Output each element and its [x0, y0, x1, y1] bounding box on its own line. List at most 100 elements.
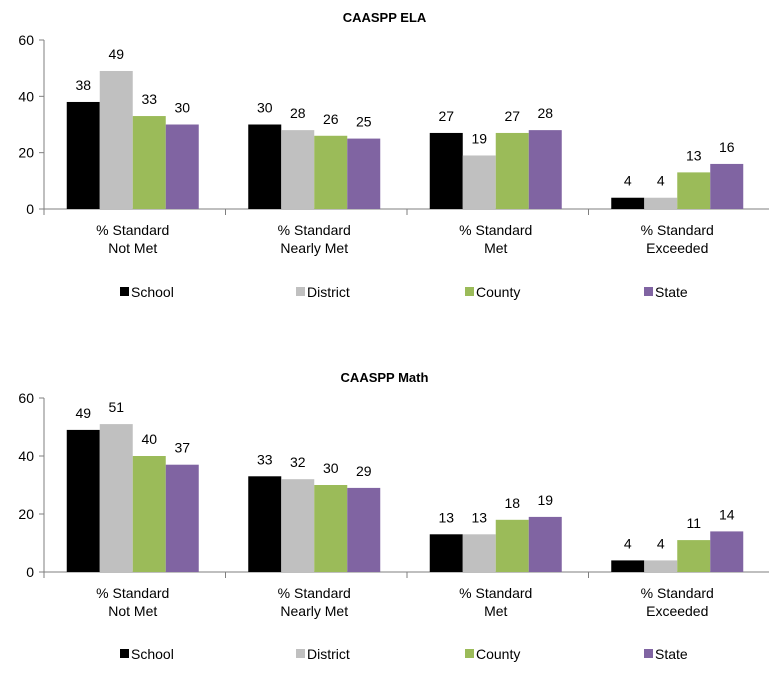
ela-category-label: % Standard Exceeded	[641, 222, 714, 256]
math-bar-county	[132, 456, 166, 572]
math-bar-school	[248, 476, 282, 572]
ela-legend-label-state: State	[655, 284, 688, 300]
math-data-label: 14	[719, 506, 735, 522]
math-category-label: % Standard Met	[459, 585, 532, 619]
ela-bar-county	[677, 172, 711, 209]
math-legend-swatch-district	[296, 649, 305, 658]
ela-bar-district	[462, 155, 496, 209]
ela-bar-state	[710, 163, 744, 209]
math-legend-swatch-state	[644, 649, 653, 658]
chart-math-svg: CAASPP Math 0 20 40 60 49 51 40 37 % Standard Not …	[18, 370, 769, 662]
ela-data-label: 27	[438, 108, 454, 124]
math-data-label: 49	[75, 405, 91, 421]
ela-y-tick-label: 0	[26, 201, 34, 217]
math-bar-school	[611, 560, 645, 572]
math-data-label: 30	[323, 460, 339, 476]
math-data-label: 19	[537, 492, 553, 508]
ela-data-label: 4	[657, 173, 665, 189]
ela-bar-county	[495, 132, 529, 209]
ela-bar-state	[347, 138, 381, 209]
math-y-tick-label: 40	[18, 448, 34, 464]
ela-category-label: % Standard Nearly Met	[278, 222, 351, 256]
ela-data-label: 27	[504, 108, 520, 124]
math-category-label: % Standard Exceeded	[641, 585, 714, 619]
math-data-label: 32	[290, 454, 306, 470]
math-chart-title: CAASPP Math	[341, 370, 429, 385]
math-bar-district	[644, 560, 678, 572]
ela-bar-school	[429, 132, 463, 209]
ela-data-label: 49	[108, 46, 124, 62]
ela-y-tick-label: 60	[18, 32, 34, 48]
ela-bar-district	[281, 130, 315, 209]
math-bar-county	[314, 485, 348, 572]
ela-legend-label-district: District	[307, 284, 350, 300]
math-data-label: 51	[108, 399, 124, 415]
math-legend-label-county: County	[476, 646, 520, 662]
ela-bar-district	[644, 197, 678, 209]
ela-data-label: 30	[174, 100, 190, 116]
chart-ela: CAASPP ELA 0 20 40 60 38 49 33 30 % Standard Not M…	[0, 0, 769, 320]
math-legend-swatch-county	[465, 649, 474, 658]
ela-data-label: 33	[141, 91, 157, 107]
math-y-tick-label: 60	[18, 390, 34, 406]
ela-bar-state	[165, 124, 199, 209]
math-legend-swatch-school	[120, 649, 129, 658]
ela-legend-swatch-district	[296, 287, 305, 296]
math-data-label: 13	[438, 509, 454, 525]
ela-y-tick-label: 20	[18, 145, 34, 161]
ela-data-label: 4	[624, 173, 632, 189]
math-bar-state	[347, 487, 381, 572]
ela-data-label: 25	[356, 114, 372, 130]
ela-data-label: 13	[686, 147, 702, 163]
ela-data-label: 28	[290, 105, 306, 121]
ela-bar-county	[132, 116, 166, 209]
ela-y-tick-label: 40	[18, 88, 34, 104]
ela-data-label: 26	[323, 111, 339, 127]
math-data-label: 29	[356, 463, 372, 479]
math-bar-state	[165, 464, 199, 572]
math-data-label: 4	[657, 535, 665, 551]
math-legend-label-district: District	[307, 646, 350, 662]
math-data-label: 40	[141, 431, 157, 447]
math-y-tick-label: 20	[18, 506, 34, 522]
math-legend-label-state: State	[655, 646, 688, 662]
math-data-label: 37	[174, 440, 190, 456]
ela-legend-label-county: County	[476, 284, 520, 300]
math-data-label: 11	[686, 515, 701, 531]
ela-category-label: % Standard Met	[459, 222, 532, 256]
chart-math: CAASPP Math 0 20 40 60 49 51 40 37 % Standard Not …	[0, 360, 769, 680]
ela-bar-school	[248, 124, 282, 209]
math-y-tick-label: 0	[26, 564, 34, 580]
ela-bar-county	[314, 135, 348, 209]
ela-bar-school	[611, 197, 645, 209]
ela-legend-swatch-state	[644, 287, 653, 296]
math-bar-state	[710, 531, 744, 572]
ela-data-label: 38	[75, 77, 91, 93]
ela-legend-swatch-school	[120, 287, 129, 296]
ela-data-label: 28	[537, 105, 553, 121]
math-data-label: 4	[624, 535, 632, 551]
math-category-label: % Standard Nearly Met	[278, 585, 351, 619]
math-data-label: 18	[504, 495, 520, 511]
math-bar-county	[677, 540, 711, 572]
ela-bar-state	[528, 130, 562, 209]
math-bar-district	[281, 479, 315, 572]
math-bar-school	[429, 534, 463, 572]
math-bar-county	[495, 519, 529, 572]
chart-ela-svg: CAASPP ELA 0 20 40 60 38 49 33 30 % Standard Not M…	[18, 10, 769, 300]
ela-legend-label-school: School	[131, 284, 174, 300]
ela-legend-swatch-county	[465, 287, 474, 296]
math-bar-district	[99, 424, 133, 572]
ela-chart-title: CAASPP ELA	[343, 10, 427, 25]
math-data-label: 13	[471, 509, 487, 525]
math-bar-district	[462, 534, 496, 572]
math-bar-school	[66, 429, 100, 572]
ela-data-label: 19	[471, 130, 487, 146]
math-category-label: % Standard Not Met	[96, 585, 169, 619]
ela-data-label: 16	[719, 139, 735, 155]
ela-bar-district	[99, 70, 133, 209]
ela-category-label: % Standard Not Met	[96, 222, 169, 256]
ela-bar-school	[66, 101, 100, 209]
math-bar-state	[528, 516, 562, 572]
ela-data-label: 30	[257, 100, 273, 116]
